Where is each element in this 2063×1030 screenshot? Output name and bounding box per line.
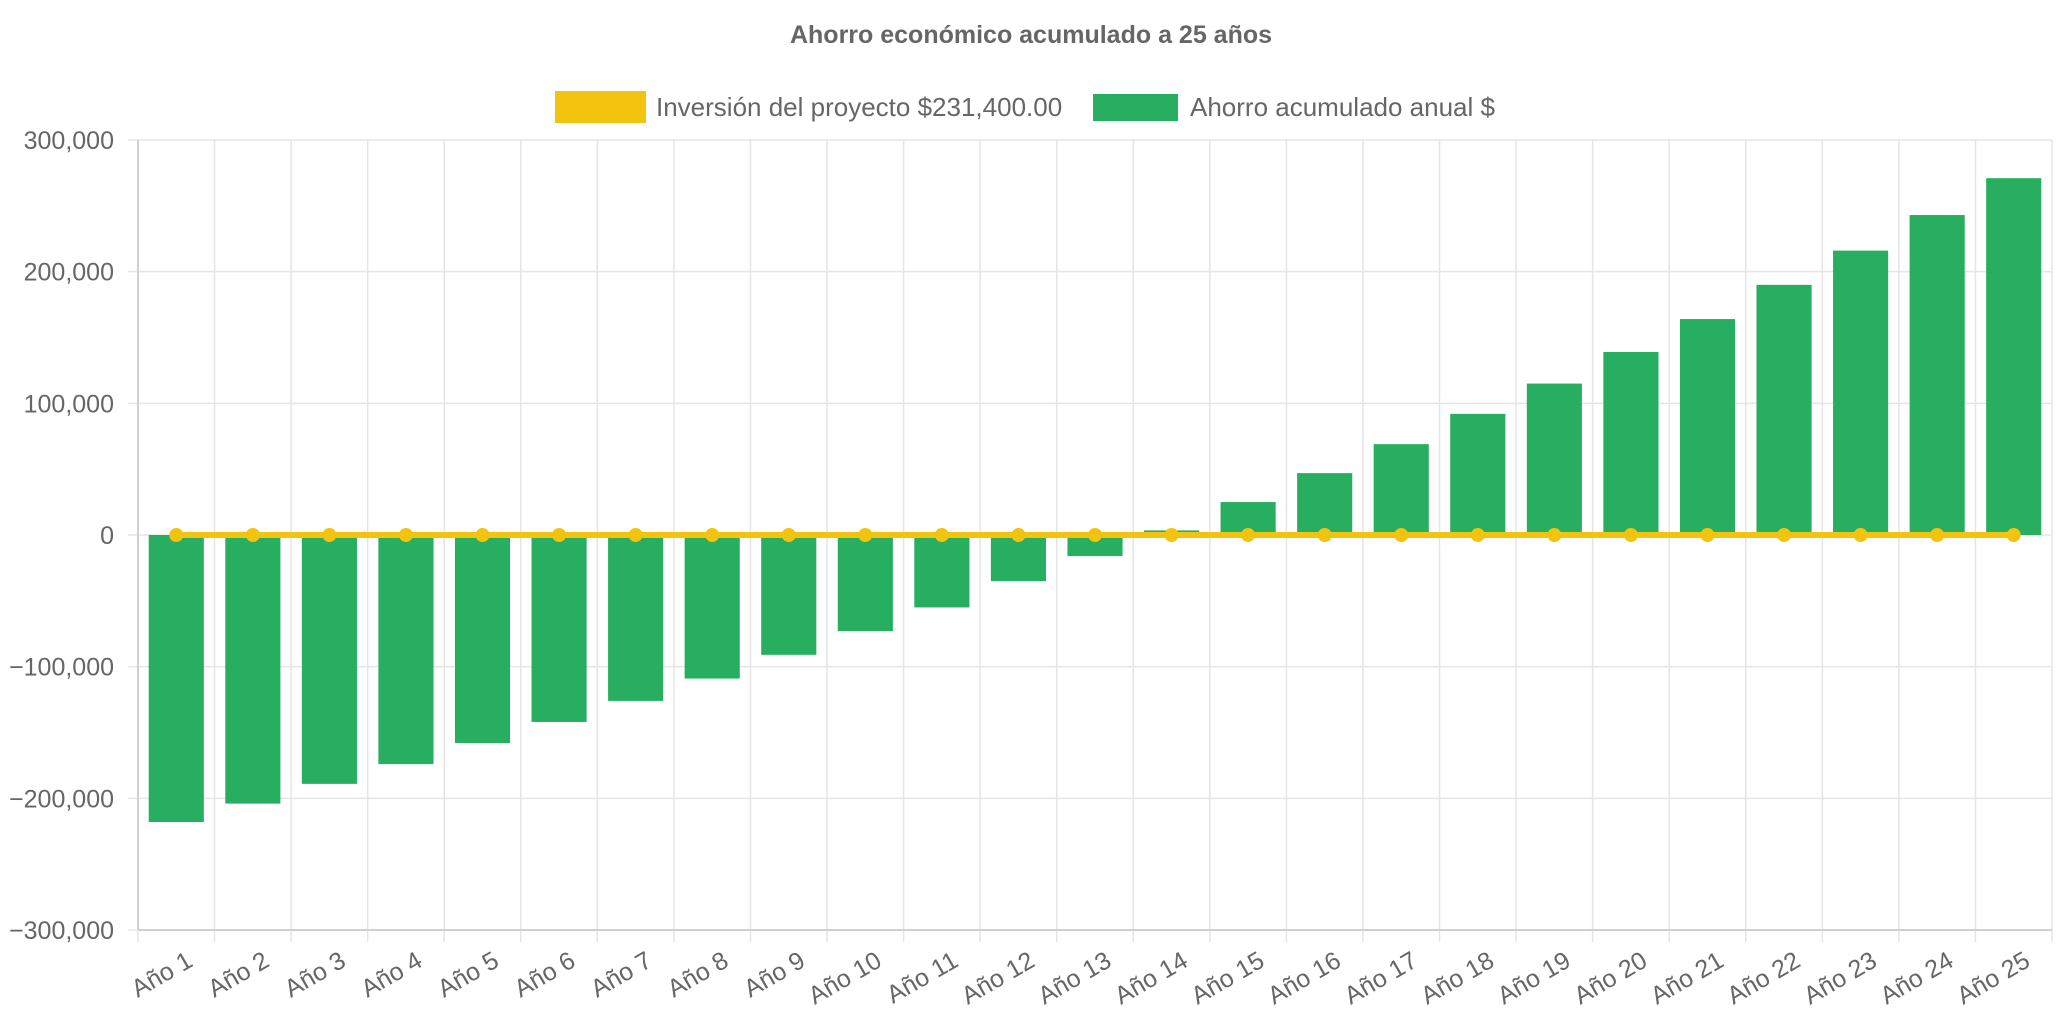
- savings-bar[interactable]: [761, 535, 817, 655]
- legend-swatch-investment: [555, 91, 646, 123]
- savings-bar[interactable]: [148, 535, 204, 823]
- savings-bar[interactable]: [225, 535, 281, 804]
- legend-label-investment: Inversión del proyecto $231,400.00: [656, 92, 1062, 122]
- savings-bar[interactable]: [378, 535, 434, 765]
- savings-bar[interactable]: [1756, 284, 1812, 535]
- investment-point[interactable]: [552, 528, 567, 542]
- x-tick-label: Año 11: [882, 946, 963, 1009]
- investment-point[interactable]: [934, 528, 949, 542]
- investment-point[interactable]: [322, 528, 337, 542]
- x-tick-label: Año 10: [804, 946, 887, 1010]
- investment-point[interactable]: [1241, 528, 1256, 542]
- investment-point[interactable]: [1623, 528, 1638, 542]
- x-tick-label: Año 19: [1493, 946, 1576, 1010]
- legend-item-investment[interactable]: Inversión del proyecto $231,400.00: [555, 91, 1062, 123]
- investment-point[interactable]: [705, 528, 720, 542]
- investment-point[interactable]: [858, 528, 873, 542]
- savings-bar[interactable]: [301, 535, 357, 784]
- savings-bar[interactable]: [608, 535, 664, 701]
- x-tick-label: Año 21: [1646, 946, 1729, 1010]
- chart-legend: Inversión del proyecto $231,400.00 Ahorr…: [555, 91, 1496, 123]
- investment-point[interactable]: [1930, 528, 1945, 542]
- x-tick-label: Año 16: [1263, 946, 1346, 1010]
- savings-bar[interactable]: [1450, 413, 1506, 535]
- investment-point[interactable]: [169, 528, 184, 542]
- x-tick-label: Año 18: [1416, 946, 1499, 1010]
- savings-bar[interactable]: [837, 535, 893, 632]
- y-tick-label: 100,000: [24, 390, 114, 418]
- savings-bar[interactable]: [684, 535, 740, 679]
- y-tick-label: −300,000: [9, 917, 114, 945]
- investment-point[interactable]: [1853, 528, 1868, 542]
- investment-point[interactable]: [245, 528, 260, 542]
- x-tick-label: Año 14: [1110, 946, 1193, 1010]
- legend-swatch-savings: [1093, 94, 1178, 121]
- x-tick-label: Año 22: [1722, 946, 1805, 1010]
- x-tick-label: Año 15: [1186, 946, 1269, 1010]
- x-tick-label: Año 5: [433, 946, 504, 1003]
- savings-bar[interactable]: [1679, 319, 1736, 535]
- x-tick-label: Año 7: [586, 946, 657, 1003]
- x-tick-label: Año 23: [1799, 946, 1882, 1010]
- savings-bar[interactable]: [1986, 178, 2042, 535]
- savings-bar[interactable]: [914, 535, 970, 608]
- savings-bar[interactable]: [1297, 473, 1353, 535]
- x-tick-label: Año 13: [1033, 946, 1116, 1010]
- investment-point[interactable]: [1164, 528, 1179, 542]
- investment-point[interactable]: [628, 528, 643, 542]
- x-tick-label: Año 17: [1340, 946, 1423, 1010]
- investment-point[interactable]: [1394, 528, 1409, 542]
- y-tick-label: 0: [100, 522, 114, 550]
- x-tick-label: Año 24: [1876, 946, 1959, 1010]
- investment-point[interactable]: [2006, 528, 2021, 542]
- savings-bar[interactable]: [1373, 444, 1429, 535]
- investment-point[interactable]: [1011, 528, 1026, 542]
- y-tick-label: −100,000: [9, 654, 114, 682]
- y-tick-label: 200,000: [24, 259, 114, 287]
- investment-point[interactable]: [1547, 528, 1562, 542]
- y-tick-label: −200,000: [9, 785, 114, 813]
- savings-bar[interactable]: [1526, 383, 1582, 535]
- savings-bar[interactable]: [1833, 250, 1889, 535]
- x-axis-ticks: Año 1 Año 2 Año 3 Año 4 Año 5 Año 6 Año 7 Año 8…: [127, 946, 2035, 1010]
- investment-line: [169, 528, 2021, 542]
- investment-point[interactable]: [1317, 528, 1332, 542]
- legend-label-savings: Ahorro acumulado anual $: [1190, 92, 1496, 122]
- investment-point[interactable]: [1700, 528, 1715, 542]
- investment-point[interactable]: [398, 528, 413, 542]
- legend-item-savings[interactable]: Ahorro acumulado anual $: [1093, 92, 1496, 122]
- investment-point[interactable]: [475, 528, 490, 542]
- x-tick-label: Año 12: [957, 946, 1040, 1010]
- y-axis-ticks: 300,000 200,000 100,000 0 −100,000 −200,000 −3…: [9, 127, 114, 945]
- chart-title: Ahorro económico acumulado a 25 años: [790, 21, 1272, 49]
- savings-bar[interactable]: [531, 535, 587, 722]
- savings-bar[interactable]: [1909, 215, 1965, 536]
- y-tick-label: 300,000: [24, 127, 114, 155]
- savings-bar[interactable]: [1067, 535, 1123, 557]
- investment-point[interactable]: [781, 528, 796, 542]
- x-tick-label: Año 6: [509, 946, 580, 1003]
- x-tick-label: Año 25: [1952, 946, 2035, 1010]
- x-tick-label: Año 4: [356, 946, 427, 1003]
- savings-bar[interactable]: [990, 535, 1047, 582]
- x-tick-label: Año 3: [280, 946, 351, 1003]
- savings-bar[interactable]: [1603, 351, 1659, 535]
- investment-point[interactable]: [1088, 528, 1102, 542]
- x-tick-label: Año 8: [663, 946, 734, 1003]
- investment-point[interactable]: [1470, 528, 1485, 542]
- x-tick-label: Año 20: [1569, 946, 1652, 1010]
- x-tick-label: Año 2: [203, 946, 274, 1003]
- x-tick-label: Año 9: [739, 946, 810, 1003]
- savings-bar[interactable]: [454, 535, 511, 744]
- investment-point[interactable]: [1777, 528, 1792, 542]
- savings-bars: [148, 178, 2042, 823]
- x-tick-label: Año 1: [127, 946, 198, 1003]
- x-gridlines: [137, 140, 2053, 942]
